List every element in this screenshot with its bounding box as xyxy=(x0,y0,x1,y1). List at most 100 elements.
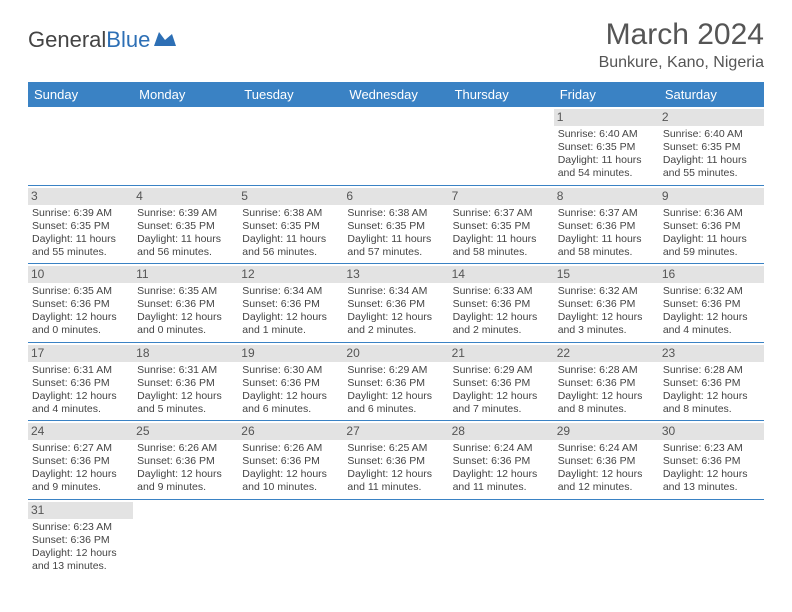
cell-daylight2: and 7 minutes. xyxy=(453,403,550,416)
cell-sunrise: Sunrise: 6:39 AM xyxy=(137,207,234,220)
header: GeneralBlue March 2024 Bunkure, Kano, Ni… xyxy=(28,18,764,72)
cell-daylight1: Daylight: 12 hours xyxy=(242,311,339,324)
cell-sunrise: Sunrise: 6:23 AM xyxy=(32,521,129,534)
logo-text-1: General xyxy=(28,27,106,53)
day-cell: 30 Sunrise: 6:23 AMSunset: 6:36 PMDayligh… xyxy=(659,421,764,499)
day-cell: 11Sunrise: 6:35 AMSunset: 6:36 PMDayligh… xyxy=(133,264,238,342)
day-number: 31 xyxy=(28,502,133,519)
cell-sunset: Sunset: 6:36 PM xyxy=(558,298,655,311)
cell-daylight2: and 6 minutes. xyxy=(242,403,339,416)
cell-daylight1: Daylight: 12 hours xyxy=(453,390,550,403)
cell-daylight1: Daylight: 11 hours xyxy=(558,154,655,167)
cell-sunrise: Sunrise: 6:37 AM xyxy=(558,207,655,220)
cell-daylight1: Daylight: 12 hours xyxy=(137,468,234,481)
day-cell: 24Sunrise: 6:27 AMSunset: 6:36 PMDayligh… xyxy=(28,421,133,499)
day-number: 26 xyxy=(238,423,343,440)
day-number: 24 xyxy=(28,423,133,440)
day-number: 1 xyxy=(554,109,659,126)
cell-sunrise: Sunrise: 6:23 AM xyxy=(663,442,760,455)
day-number: 2 xyxy=(659,109,764,126)
cell-sunset: Sunset: 6:36 PM xyxy=(137,455,234,468)
cell-sunset: Sunset: 6:36 PM xyxy=(347,455,444,468)
cell-sunrise: Sunrise: 6:40 AM xyxy=(558,128,655,141)
cell-daylight1: Daylight: 11 hours xyxy=(453,233,550,246)
cell-sunrise: Sunrise: 6:25 AM xyxy=(347,442,444,455)
cell-sunset: Sunset: 6:36 PM xyxy=(453,455,550,468)
cell-daylight1: Daylight: 12 hours xyxy=(242,390,339,403)
cell-daylight1: Daylight: 12 hours xyxy=(137,311,234,324)
cell-sunrise: Sunrise: 6:28 AM xyxy=(558,364,655,377)
cell-sunset: Sunset: 6:36 PM xyxy=(242,298,339,311)
cell-daylight2: and 56 minutes. xyxy=(137,246,234,259)
day-cell: 27Sunrise: 6:25 AMSunset: 6:36 PMDayligh… xyxy=(343,421,448,499)
day-number: 29 xyxy=(554,423,659,440)
cell-daylight1: Daylight: 12 hours xyxy=(663,468,760,481)
day-cell: 2Sunrise: 6:40 AMSunset: 6:35 PMDaylight… xyxy=(659,107,764,185)
logo-text-2: Blue xyxy=(106,27,150,53)
day-number: 27 xyxy=(343,423,448,440)
cell-daylight2: and 6 minutes. xyxy=(347,403,444,416)
day-number-empty xyxy=(28,109,133,126)
day-cell xyxy=(343,500,448,578)
day-number: 12 xyxy=(238,266,343,283)
day-cell: 21Sunrise: 6:29 AMSunset: 6:36 PMDayligh… xyxy=(449,343,554,421)
day-cell xyxy=(554,500,659,578)
day-cell: 7Sunrise: 6:37 AMSunset: 6:35 PMDaylight… xyxy=(449,186,554,264)
day-cell: 31Sunrise: 6:23 AMSunset: 6:36 PMDayligh… xyxy=(28,500,133,578)
cell-daylight2: and 58 minutes. xyxy=(558,246,655,259)
cell-sunrise: Sunrise: 6:34 AM xyxy=(242,285,339,298)
week-row: 24Sunrise: 6:27 AMSunset: 6:36 PMDayligh… xyxy=(28,421,764,500)
day-number: 9 xyxy=(659,188,764,205)
cell-sunset: Sunset: 6:35 PM xyxy=(137,220,234,233)
cell-sunset: Sunset: 6:36 PM xyxy=(558,220,655,233)
cell-sunrise: Sunrise: 6:40 AM xyxy=(663,128,760,141)
cell-daylight2: and 4 minutes. xyxy=(32,403,129,416)
cell-sunrise: Sunrise: 6:24 AM xyxy=(558,442,655,455)
day-number-empty xyxy=(659,502,764,519)
cell-daylight1: Daylight: 12 hours xyxy=(32,547,129,560)
day-number: 30 xyxy=(659,423,764,440)
cell-daylight1: Daylight: 11 hours xyxy=(663,233,760,246)
cell-daylight2: and 0 minutes. xyxy=(137,324,234,337)
cell-sunrise: Sunrise: 6:27 AM xyxy=(32,442,129,455)
cell-daylight2: and 9 minutes. xyxy=(32,481,129,494)
cell-daylight1: Daylight: 12 hours xyxy=(32,311,129,324)
cell-daylight2: and 55 minutes. xyxy=(32,246,129,259)
day-header: Wednesday xyxy=(343,82,448,107)
day-number: 14 xyxy=(449,266,554,283)
cell-daylight2: and 11 minutes. xyxy=(347,481,444,494)
cell-daylight1: Daylight: 12 hours xyxy=(663,311,760,324)
cell-daylight1: Daylight: 12 hours xyxy=(453,468,550,481)
day-cell xyxy=(449,500,554,578)
cell-sunrise: Sunrise: 6:35 AM xyxy=(137,285,234,298)
cell-sunrise: Sunrise: 6:38 AM xyxy=(242,207,339,220)
day-cell: 14Sunrise: 6:33 AMSunset: 6:36 PMDayligh… xyxy=(449,264,554,342)
cell-sunset: Sunset: 6:35 PM xyxy=(558,141,655,154)
day-cell xyxy=(28,107,133,185)
week-row: 3Sunrise: 6:39 AMSunset: 6:35 PMDaylight… xyxy=(28,186,764,265)
title-block: March 2024 Bunkure, Kano, Nigeria xyxy=(599,18,764,72)
day-header-row: SundayMondayTuesdayWednesdayThursdayFrid… xyxy=(28,82,764,107)
week-row: 1Sunrise: 6:40 AMSunset: 6:35 PMDaylight… xyxy=(28,107,764,186)
cell-sunset: Sunset: 6:36 PM xyxy=(137,298,234,311)
cell-daylight1: Daylight: 12 hours xyxy=(137,390,234,403)
cell-sunset: Sunset: 6:36 PM xyxy=(663,455,760,468)
day-number: 8 xyxy=(554,188,659,205)
day-cell: 12 Sunrise: 6:34 AMSunset: 6:36 PMDayligh… xyxy=(238,264,343,342)
day-cell: 9Sunrise: 6:36 AMSunset: 6:36 PMDaylight… xyxy=(659,186,764,264)
logo: GeneralBlue xyxy=(28,26,176,54)
cell-daylight1: Daylight: 11 hours xyxy=(663,154,760,167)
day-number-empty xyxy=(343,502,448,519)
day-cell: 5Sunrise: 6:38 AMSunset: 6:35 PMDaylight… xyxy=(238,186,343,264)
cell-sunrise: Sunrise: 6:28 AM xyxy=(663,364,760,377)
cell-sunset: Sunset: 6:36 PM xyxy=(32,298,129,311)
cell-daylight2: and 13 minutes. xyxy=(663,481,760,494)
cell-daylight1: Daylight: 12 hours xyxy=(663,390,760,403)
cell-daylight1: Daylight: 11 hours xyxy=(242,233,339,246)
cell-daylight2: and 13 minutes. xyxy=(32,560,129,573)
cell-daylight2: and 10 minutes. xyxy=(242,481,339,494)
cell-daylight2: and 2 minutes. xyxy=(453,324,550,337)
day-cell xyxy=(133,107,238,185)
day-cell: 13Sunrise: 6:34 AMSunset: 6:36 PMDayligh… xyxy=(343,264,448,342)
cell-daylight2: and 59 minutes. xyxy=(663,246,760,259)
